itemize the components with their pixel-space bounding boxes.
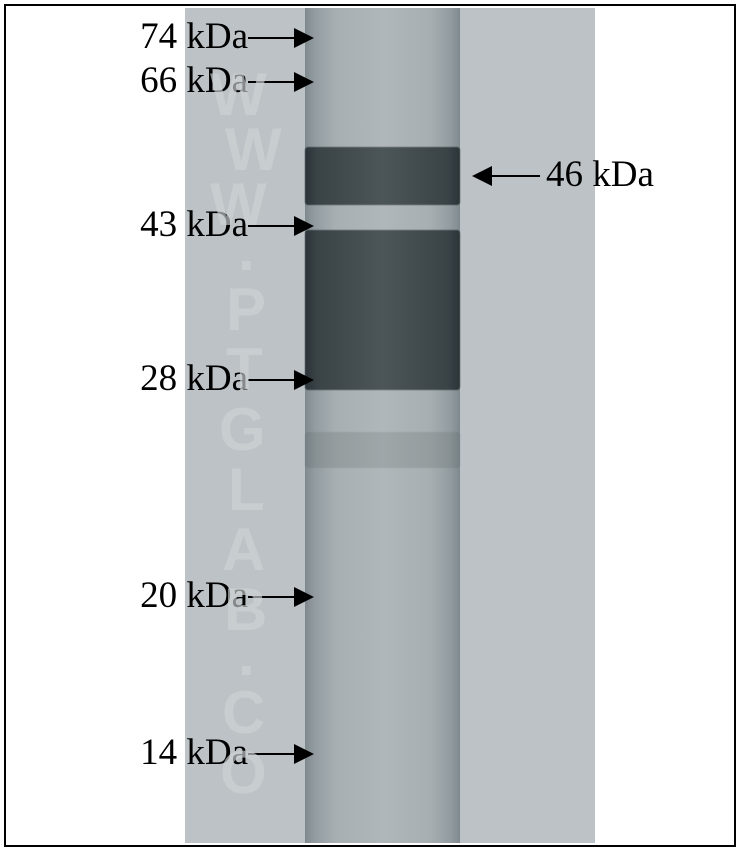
ladder-label-3: 28 kDa <box>140 357 248 400</box>
ladder-label-5: 14 kDa <box>140 731 248 774</box>
ladder-label-2: 43 kDa <box>140 203 248 246</box>
ladder-arrow-3 <box>248 379 296 381</box>
ladder-label-1: 66 kDa <box>140 59 248 102</box>
band-46kda <box>305 147 460 205</box>
ladder-arrow-4 <box>248 596 296 598</box>
ladder-label-0: 74 kDa <box>140 15 248 58</box>
ladder-arrow-0 <box>248 37 296 39</box>
ladder-label-4: 20 kDa <box>140 574 248 617</box>
band-broad <box>305 230 460 390</box>
ladder-arrow-5 <box>248 753 296 755</box>
gel-lane <box>305 8 460 843</box>
target-arrow <box>490 175 540 177</box>
ladder-arrow-1 <box>248 81 296 83</box>
target-label: 46 kDa <box>546 153 654 196</box>
ladder-arrow-2 <box>248 225 296 227</box>
band-faint-low <box>305 432 460 468</box>
